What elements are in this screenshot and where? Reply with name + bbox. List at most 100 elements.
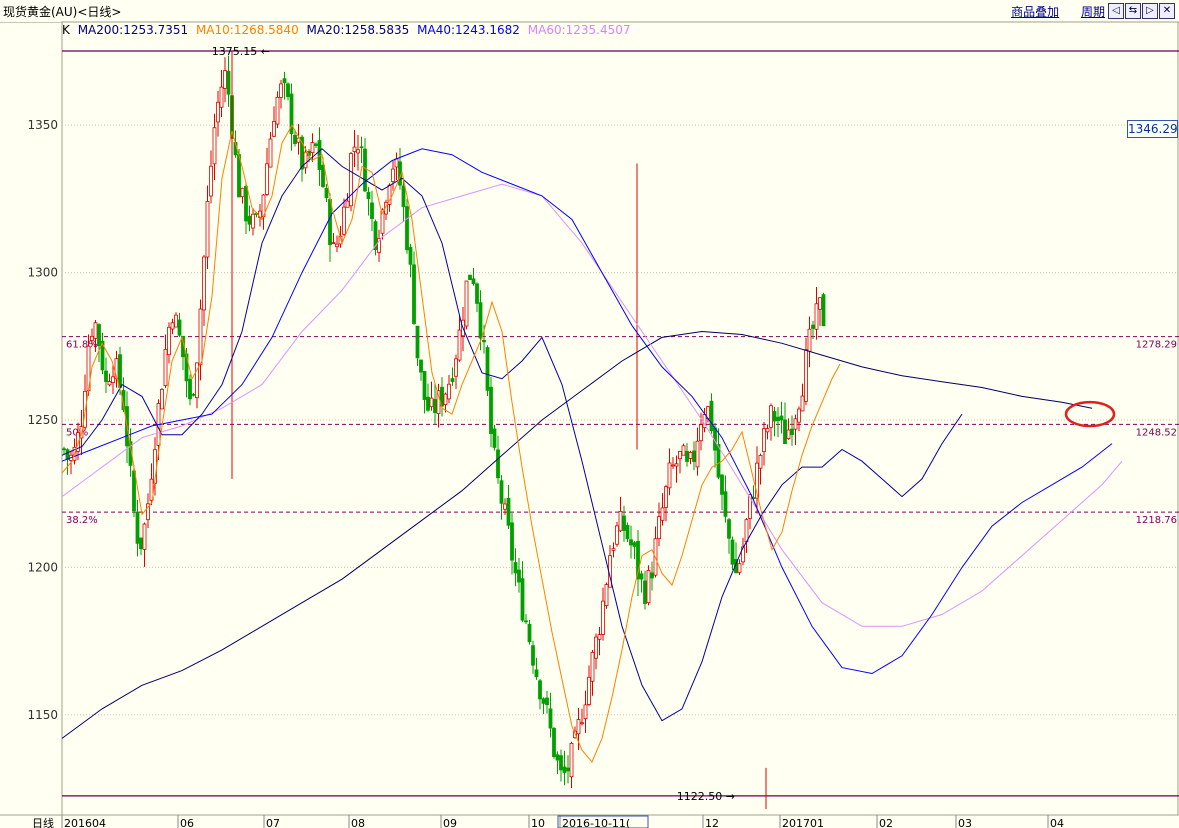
candle-body [604,584,609,606]
candle-body [422,371,427,400]
candle-body [216,101,220,123]
candle-body [482,339,486,343]
y-tick-label: 1150 [27,708,58,722]
candle-body [321,164,325,187]
legend-ma40: MA40:1243.1682 [417,23,520,37]
x-tick-label: 07 [266,817,280,828]
candle-body [758,455,763,469]
candle-body [646,570,651,604]
ma-legend: K MA200:1253.7351 MA10:1268.5840 MA20:12… [62,23,635,37]
fib-value-label: 1278.29 [1136,340,1177,351]
candle-body [688,451,693,459]
x-axis-prefix: 日线 [32,816,54,828]
x-tick-label: 02 [879,817,893,828]
candle-body [524,620,528,623]
candle-body [65,449,70,460]
candle-body [454,358,458,377]
candle-body [359,146,364,149]
candle-body [160,389,164,410]
y-tick-label: 1350 [27,118,58,132]
x-tick-label: 10 [531,817,545,828]
candle-body [485,347,490,391]
candle-body [328,199,332,245]
y-tick-label: 1200 [27,560,58,574]
candle-body [163,348,168,386]
candle-body [562,766,567,773]
candle-body [223,70,227,89]
ma40-line [61,148,1113,675]
period-link[interactable]: 周期 [1080,5,1105,19]
candle-body [370,202,374,220]
candle-body [636,540,640,580]
candle-body [188,378,192,400]
candle-body [377,238,381,253]
candle-body [650,572,654,579]
candle-body [793,418,798,430]
candle-body [814,303,819,330]
fib-value-label: 1248.52 [1136,427,1177,438]
ma200-line [61,330,1093,739]
candle-body [615,525,619,545]
candle-body [611,548,616,551]
candle-body [279,83,283,98]
candle-body [121,390,126,411]
candle-body [569,742,574,778]
candle-body [594,636,598,659]
candle-body [177,319,182,336]
candle-body [167,326,171,356]
candle-body [205,201,210,258]
prev-icon[interactable]: ◁ [1108,3,1124,19]
candle-body [576,719,581,735]
x-tick-label: 12 [705,817,719,828]
candle-body [111,376,115,384]
candle-body [170,322,175,330]
next-icon[interactable]: ▷ [1142,3,1158,19]
legend-ma200: MA200:1253.7351 [77,23,189,37]
highlight-ellipse [1064,400,1116,428]
candle-body [272,121,276,137]
overlay-commodity-link[interactable]: 商品叠加 [1011,5,1060,19]
candle-body [198,308,203,365]
candle-body [356,149,360,154]
candle-body [114,358,119,380]
candle-body [531,645,535,666]
candle-body [779,415,784,421]
candle-body [520,578,525,621]
candle-body [797,408,801,423]
candle-body [618,511,623,532]
candle-body [149,478,154,501]
candle-body [744,519,749,543]
candle-body [202,256,206,311]
candle-body [76,432,80,452]
candle-body [391,168,395,182]
candle-body [247,215,252,225]
candle-body [538,680,542,700]
candle-body [345,200,350,208]
swap-icon[interactable]: ⇆ [1125,3,1141,19]
candle-body [471,278,476,284]
candle-body [513,562,518,574]
x-tick-label: 06 [180,817,194,828]
candle-body [748,494,752,519]
candle-body [639,573,644,580]
candle-body [303,151,308,169]
candle-body [366,192,371,200]
candle-body [401,185,406,207]
candle-body [804,349,808,402]
candle-body [212,127,217,165]
candle-body [720,474,724,495]
close-icon[interactable]: ✕ [1159,3,1175,19]
candle-body [380,209,385,234]
candle-body [289,93,294,134]
candle-body [468,274,472,281]
candle-body [394,158,399,168]
candle-body [730,539,735,565]
candle-body [727,519,731,539]
candle-body [667,462,672,489]
candle-body [492,428,497,448]
candle-body [755,462,759,499]
candle-body [464,280,469,327]
candle-body [506,497,511,526]
